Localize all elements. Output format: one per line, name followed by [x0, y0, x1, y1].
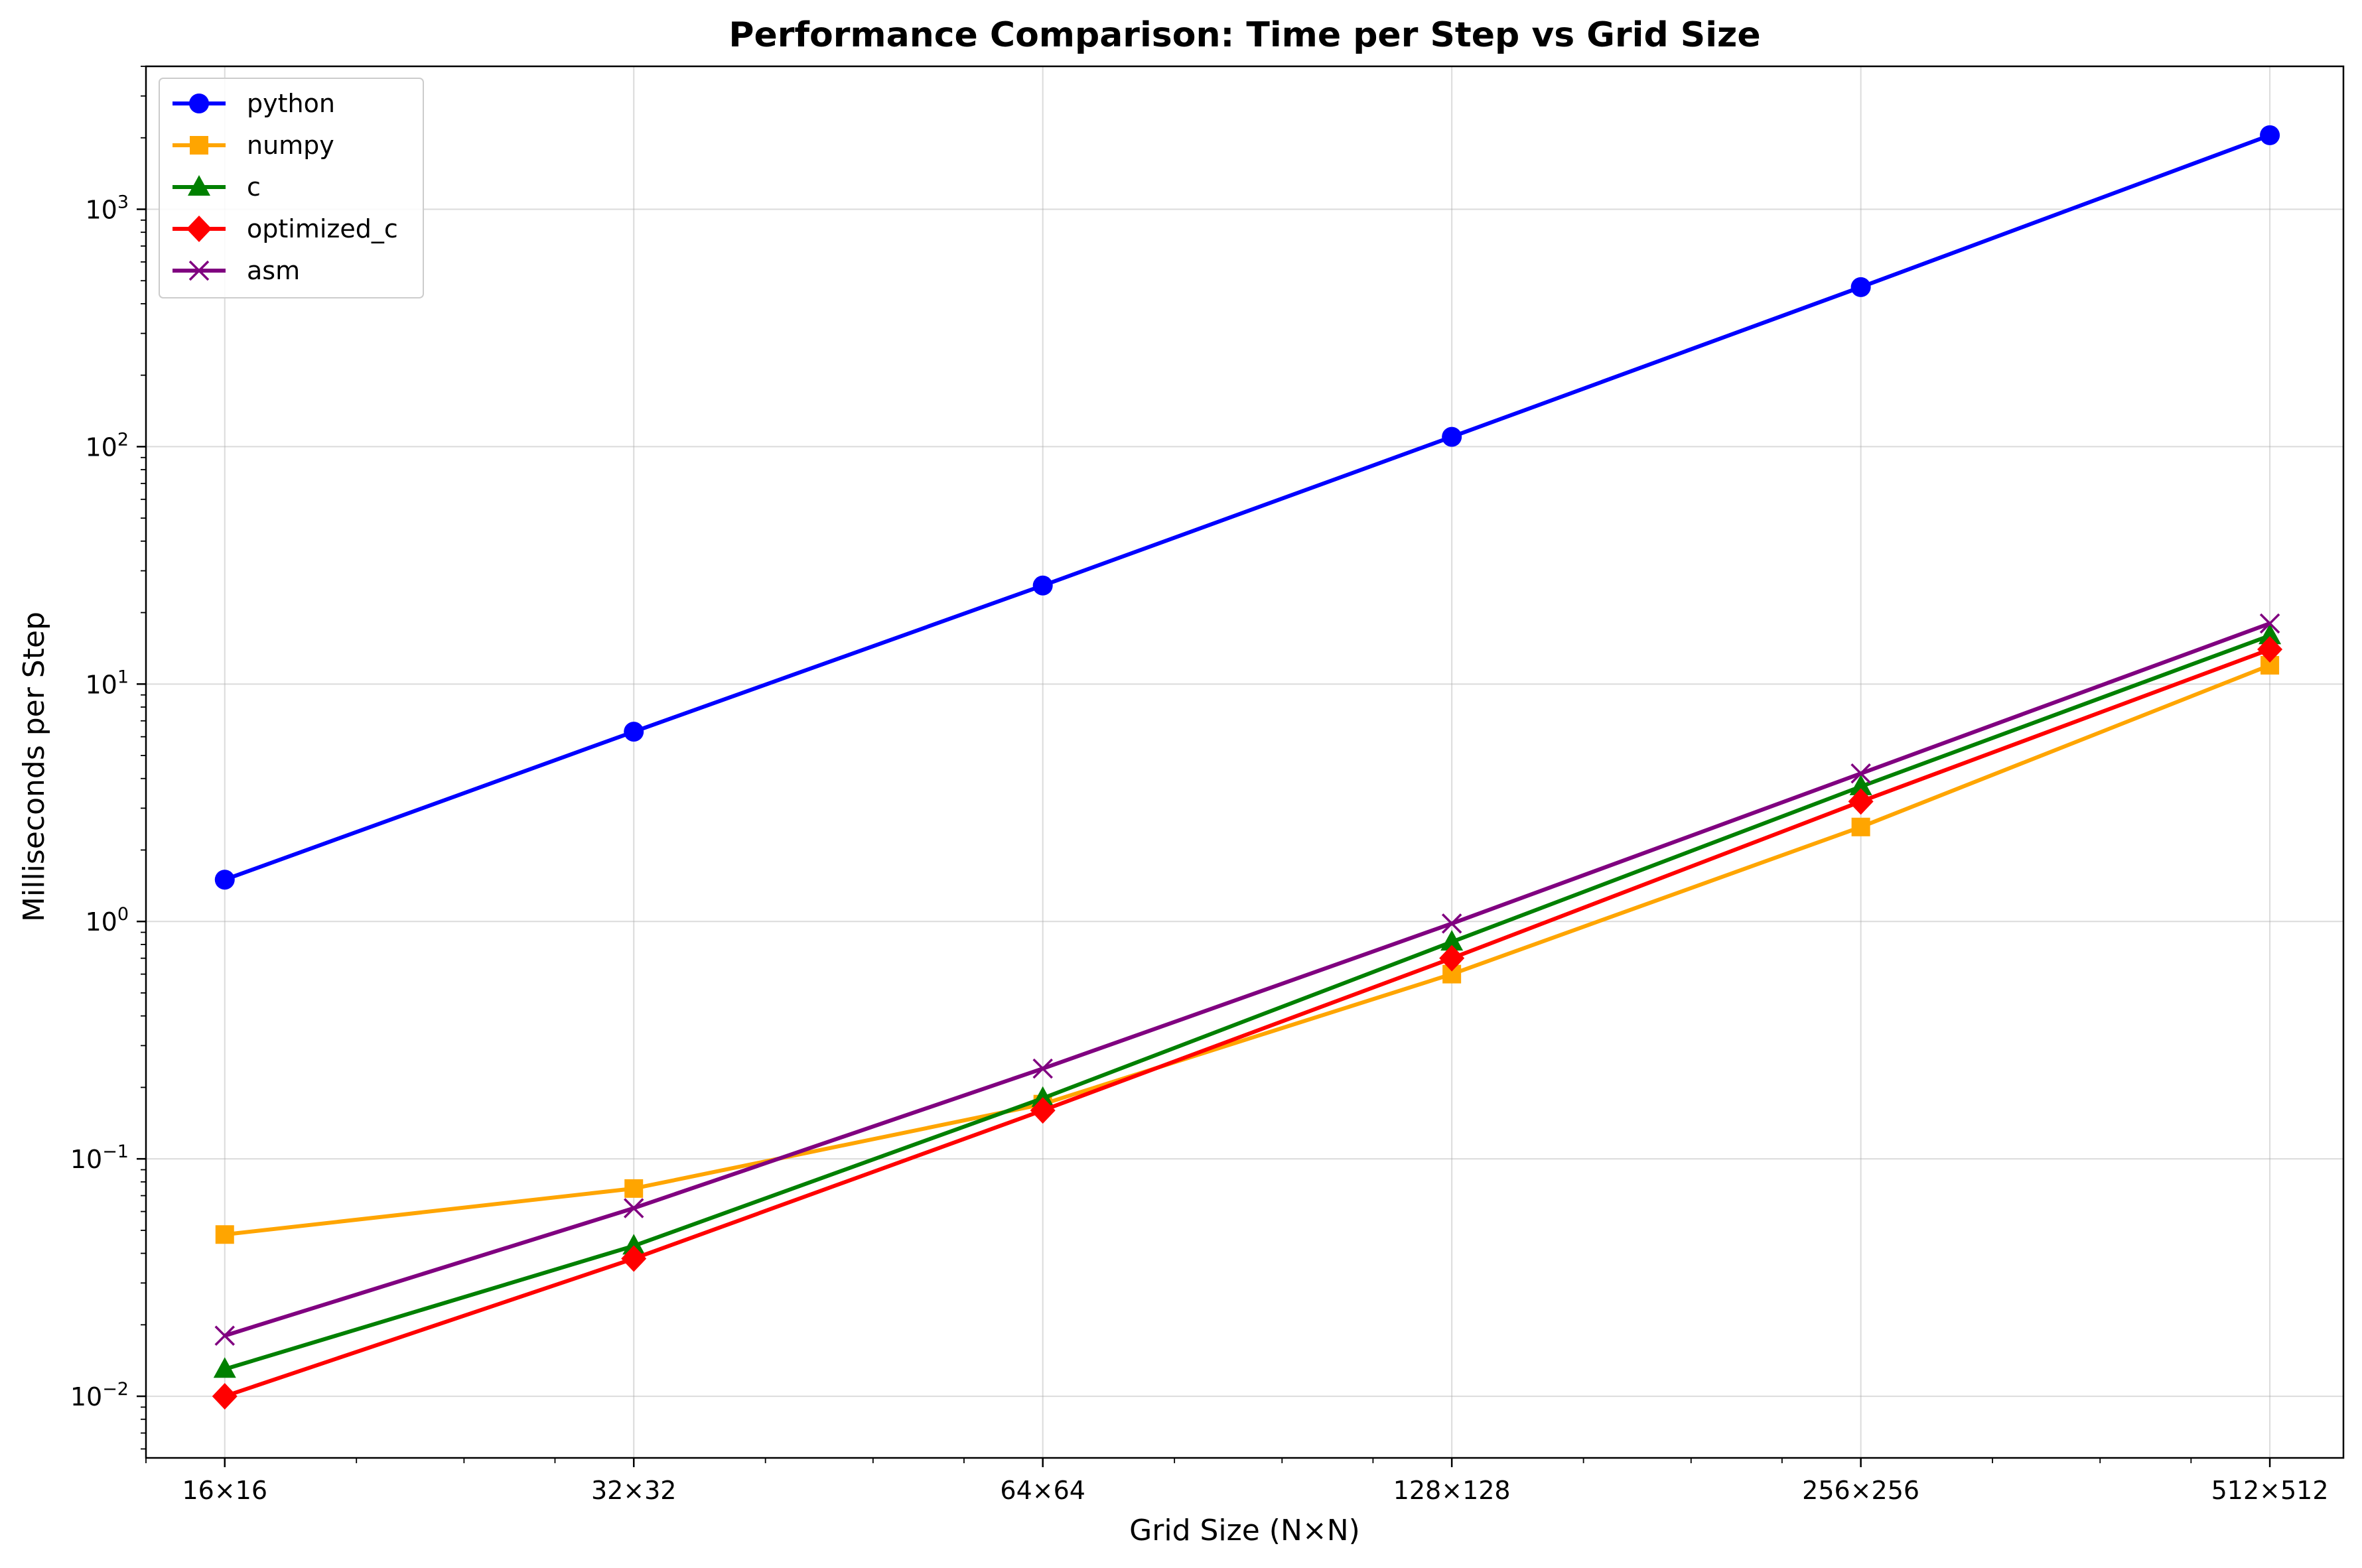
legend-item-numpy: numpy: [173, 131, 334, 160]
legend-label: c: [247, 172, 261, 202]
data-point-python: [1850, 277, 1871, 297]
axis-ticks: 16×16 32×32 64×64 128×128 256×256 512×512 10−2…: [70, 66, 2329, 1505]
data-point-asm-stroke: [1032, 1058, 1053, 1079]
x-tick-label: 64×64: [1000, 1476, 1085, 1505]
data-point-asm: [1850, 763, 1871, 784]
legend-marker: [189, 94, 209, 113]
data-point-python: [1032, 575, 1053, 596]
data-point-asm-stroke: [1441, 913, 1462, 934]
series-line-c: [224, 633, 2271, 1372]
series-c: [213, 623, 2282, 1378]
legend-marker-stroke: [188, 260, 210, 281]
legend-label: python: [247, 89, 335, 118]
y-tick-label: 100: [85, 904, 129, 937]
data-point-optimized_c: [212, 1383, 238, 1410]
y-axis-title: Milliseconds per Step: [17, 612, 51, 922]
data-point-c: [1440, 930, 1464, 951]
series-line-asm: [224, 621, 2271, 1338]
data-point-asm-stroke: [1850, 763, 1871, 784]
data-point-python: [1442, 426, 1462, 447]
data-point-python: [624, 722, 644, 742]
data-point-asm: [1032, 1058, 1053, 1079]
data-point-c: [2258, 623, 2282, 645]
legend-item-optimized_c: optimized_c: [173, 214, 398, 243]
x-tick-label: 32×32: [591, 1476, 677, 1505]
data-point-optimized_c: [1848, 788, 1874, 815]
y-tick-label: 101: [85, 667, 129, 699]
data-point-optimized_c: [2257, 636, 2283, 663]
x-axis-title: Grid Size (N×N): [1129, 1514, 1360, 1547]
data-point-python: [214, 870, 235, 890]
legend-item-python: python: [173, 89, 335, 118]
legend-item-c: c: [173, 172, 261, 202]
legend-label: asm: [247, 256, 300, 285]
legend-item-asm: asm: [173, 256, 300, 285]
data-point-c: [622, 1234, 646, 1255]
data-point-asm: [2259, 613, 2280, 634]
legend-marker: [188, 175, 210, 196]
data-point-asm-stroke: [214, 1325, 235, 1346]
data-point-asm: [1441, 913, 1462, 934]
y-tick-label: 10−1: [70, 1142, 129, 1174]
data-point-numpy: [1851, 817, 1870, 836]
series-python: [214, 125, 2280, 890]
legend-box: [159, 78, 424, 298]
legend-label: optimized_c: [247, 214, 398, 243]
grid-lines: [146, 66, 2343, 1458]
plot-area-frame: [145, 65, 2345, 1459]
data-point-numpy: [624, 1179, 644, 1198]
legend-marker: [188, 260, 210, 281]
y-tick-label: 10−2: [70, 1379, 129, 1411]
series-line-python: [224, 133, 2271, 882]
data-point-numpy: [215, 1225, 234, 1244]
y-tick-label: 103: [85, 192, 129, 224]
data-point-python: [2260, 125, 2280, 145]
data-point-c: [1849, 774, 1872, 795]
x-tick-label: 16×16: [182, 1476, 267, 1505]
legend-label: numpy: [247, 131, 334, 160]
data-point-asm-stroke: [623, 1198, 644, 1218]
y-tick-label: 102: [85, 429, 129, 462]
data-point-c: [213, 1357, 236, 1378]
series-optimized_c: [212, 636, 2283, 1410]
x-tick-label: 512×512: [2211, 1476, 2329, 1505]
data-point-asm: [623, 1198, 644, 1218]
chart-title: Performance Comparison: Time per Step vs…: [729, 15, 1760, 55]
data-point-asm: [214, 1325, 235, 1346]
legend-marker: [190, 136, 208, 155]
data-point-optimized_c: [1439, 945, 1465, 972]
series-numpy: [215, 655, 2280, 1244]
data-point-asm-stroke: [2259, 613, 2280, 634]
series-lines: [212, 125, 2283, 1410]
x-tick-label: 128×128: [1393, 1476, 1511, 1505]
data-point-c: [1031, 1086, 1054, 1107]
data-point-optimized_c: [1030, 1097, 1056, 1124]
legend-marker: [186, 216, 212, 242]
data-point-optimized_c: [621, 1245, 647, 1272]
x-tick-label: 256×256: [1802, 1476, 1919, 1505]
series-line-optimized_c: [224, 647, 2271, 1398]
series-line-numpy: [224, 663, 2271, 1237]
series-asm: [214, 613, 2280, 1346]
